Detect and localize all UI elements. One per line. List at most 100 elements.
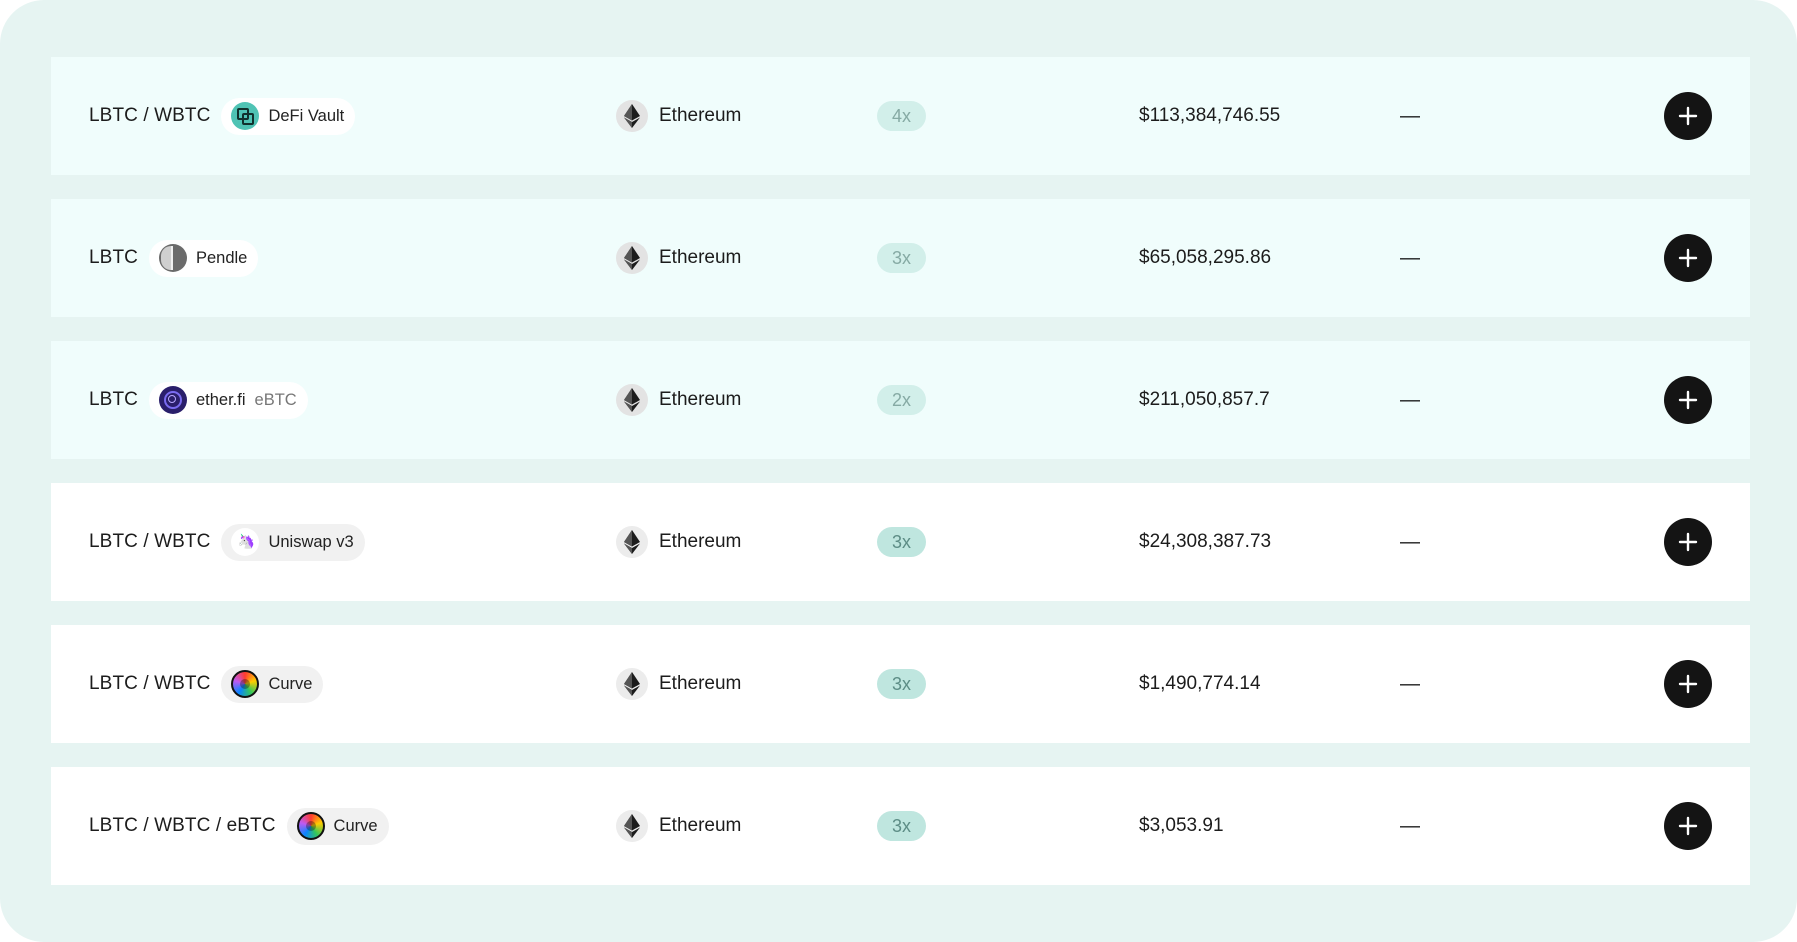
protocol-chip: Pendle	[148, 239, 259, 277]
multiplier-cell: 2x	[877, 341, 926, 459]
plus-icon	[1678, 248, 1698, 268]
extra-value: —	[1400, 672, 1420, 695]
protocol-extra: eBTC	[254, 390, 297, 409]
protocol-chip: Curve	[286, 807, 389, 845]
multiplier-cell: 3x	[877, 625, 926, 743]
vault-list: LBTC / WBTC DeFi Vault Ethereum 4x $113,…	[51, 57, 1750, 909]
add-button[interactable]	[1664, 376, 1712, 424]
add-button[interactable]	[1664, 660, 1712, 708]
multiplier-badge: 2x	[877, 385, 926, 415]
vault-row: LBTC / WBTC DeFi Vault Ethereum 4x $113,…	[51, 57, 1750, 175]
multiplier-cell: 3x	[877, 199, 926, 317]
extra-value: —	[1400, 530, 1420, 553]
tvl-cell: $113,384,746.55	[1139, 57, 1280, 175]
vault-row: LBTC Pendle Ethereum 3x $65,058,295.86 —	[51, 199, 1750, 317]
chain-name: Ethereum	[659, 673, 742, 694]
plus-icon	[1678, 674, 1698, 694]
add-button[interactable]	[1664, 802, 1712, 850]
chain-name: Ethereum	[659, 247, 742, 268]
ethereum-icon	[616, 810, 648, 842]
protocol-chip: Curve	[221, 665, 324, 703]
tvl-value: $1,490,774.14	[1139, 673, 1261, 694]
tvl-value: $65,058,295.86	[1139, 247, 1272, 268]
etherfi-logo-icon	[158, 386, 187, 414]
tvl-cell: $1,490,774.14	[1139, 625, 1261, 743]
tvl-value: $24,308,387.73	[1139, 531, 1272, 552]
ethereum-icon	[616, 100, 648, 132]
chain-cell: Ethereum	[616, 625, 741, 743]
protocol-name: DeFi Vault	[268, 106, 345, 125]
extra-value: —	[1400, 246, 1420, 269]
pendle-logo-icon	[158, 244, 187, 272]
chain-cell: Ethereum	[616, 483, 741, 601]
token-pair: LBTC	[89, 247, 138, 268]
ethereum-icon	[616, 384, 648, 416]
plus-icon	[1678, 816, 1698, 836]
action-cell	[1664, 483, 1712, 601]
extra-value: —	[1400, 814, 1420, 837]
add-button[interactable]	[1664, 92, 1712, 140]
ethereum-icon	[616, 242, 648, 274]
token-pair: LBTC / WBTC	[89, 673, 211, 694]
tvl-value: $3,053.91	[1139, 815, 1224, 836]
multiplier-badge: 3x	[877, 243, 926, 273]
chain-name: Ethereum	[659, 105, 742, 126]
plus-icon	[1678, 106, 1698, 126]
vault-row: LBTC ether.fi eBTC Ethereum 2x $211,050,…	[51, 341, 1750, 459]
protocol-chip: Uniswap v3	[221, 523, 365, 561]
chain-cell: Ethereum	[616, 199, 741, 317]
protocol-chip: DeFi Vault	[221, 97, 356, 135]
protocol-name: Pendle	[195, 248, 248, 267]
multiplier-badge: 3x	[877, 669, 926, 699]
tvl-cell: $65,058,295.86	[1139, 199, 1271, 317]
curve-logo-icon	[231, 670, 260, 698]
defi-vault-logo-icon	[231, 102, 260, 130]
add-button[interactable]	[1664, 234, 1712, 282]
protocol-name: ether.fi	[195, 390, 246, 409]
tvl-cell: $24,308,387.73	[1139, 483, 1271, 601]
uniswap-logo-icon	[231, 528, 260, 556]
protocol-name: Curve	[333, 816, 378, 835]
chain-cell: Ethereum	[616, 767, 741, 885]
action-cell	[1664, 341, 1712, 459]
protocol-chip: ether.fi eBTC	[148, 381, 308, 419]
protocol-name: Curve	[268, 674, 313, 693]
action-cell	[1664, 199, 1712, 317]
chain-name: Ethereum	[659, 815, 742, 836]
chain-cell: Ethereum	[616, 57, 741, 175]
tvl-cell: $211,050,857.7	[1139, 341, 1270, 459]
tvl-value: $211,050,857.7	[1139, 389, 1270, 410]
vault-row: LBTC / WBTC Uniswap v3 Ethereum 3x $24,3…	[51, 483, 1750, 601]
vault-name-cell: LBTC ether.fi eBTC	[89, 341, 308, 459]
multiplier-badge: 4x	[877, 101, 926, 131]
ethereum-icon	[616, 526, 648, 558]
multiplier-cell: 3x	[877, 767, 926, 885]
vault-name-cell: LBTC / WBTC / eBTC Curve	[89, 767, 389, 885]
chain-cell: Ethereum	[616, 341, 741, 459]
extra-value-cell: —	[1400, 483, 1420, 601]
vault-name-cell: LBTC / WBTC DeFi Vault	[89, 57, 356, 175]
extra-value-cell: —	[1400, 341, 1420, 459]
add-button[interactable]	[1664, 518, 1712, 566]
vault-name-cell: LBTC / WBTC Uniswap v3	[89, 483, 365, 601]
extra-value: —	[1400, 104, 1420, 127]
vault-row: LBTC / WBTC Curve Ethereum 3x $1,490,774…	[51, 625, 1750, 743]
chain-name: Ethereum	[659, 389, 742, 410]
tvl-cell: $3,053.91	[1139, 767, 1224, 885]
protocol-name: Uniswap v3	[268, 532, 354, 551]
vault-name-cell: LBTC / WBTC Curve	[89, 625, 324, 743]
tvl-value: $113,384,746.55	[1139, 105, 1281, 126]
ethereum-icon	[616, 668, 648, 700]
multiplier-cell: 4x	[877, 57, 926, 175]
token-pair: LBTC	[89, 389, 138, 410]
action-cell	[1664, 57, 1712, 175]
action-cell	[1664, 767, 1712, 885]
action-cell	[1664, 625, 1712, 743]
extra-value-cell: —	[1400, 199, 1420, 317]
vault-row: LBTC / WBTC / eBTC Curve Ethereum 3x $3,…	[51, 767, 1750, 885]
token-pair: LBTC / WBTC	[89, 105, 211, 126]
extra-value-cell: —	[1400, 625, 1420, 743]
multiplier-badge: 3x	[877, 811, 926, 841]
curve-logo-icon	[296, 812, 325, 840]
